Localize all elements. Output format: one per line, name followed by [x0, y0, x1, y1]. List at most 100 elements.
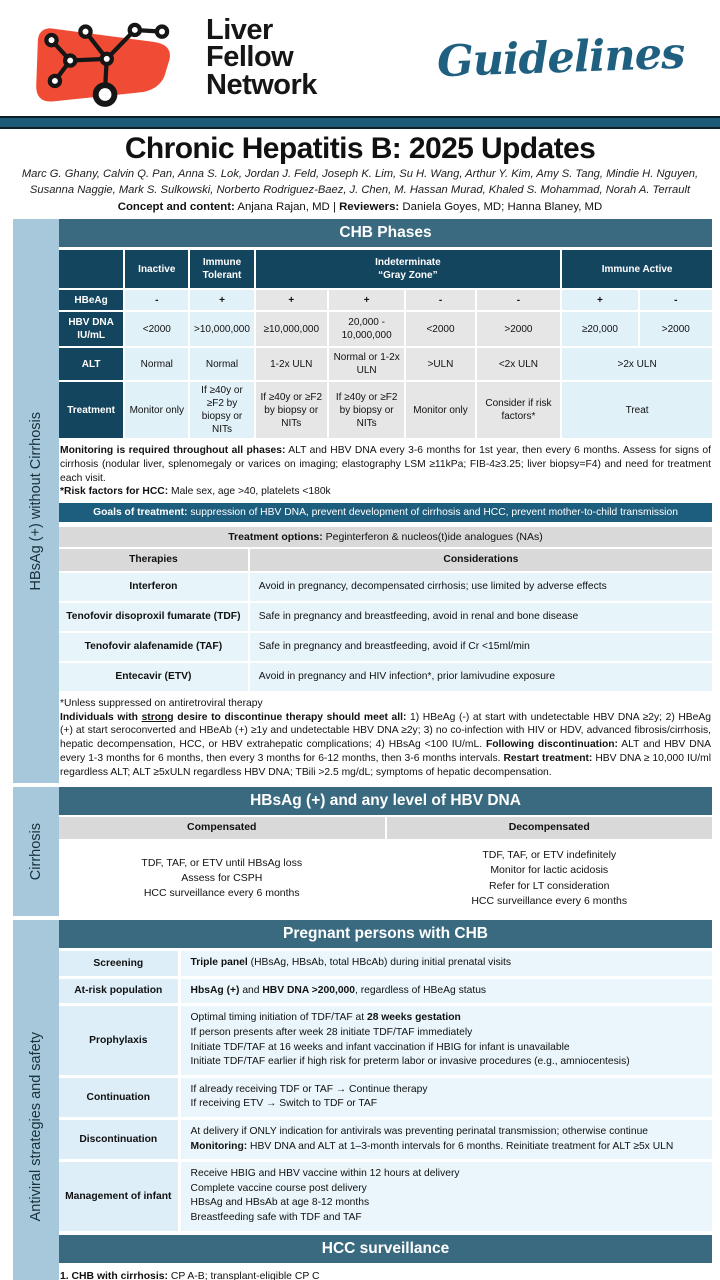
- phases-col-immune-tolerant: Immune Tolerant: [190, 250, 254, 289]
- dna-cell: <2000: [125, 312, 189, 347]
- dna-cell: ≥20,000: [562, 312, 638, 347]
- hcc-surveillance-list: 1. CHB with cirrhosis: CP A-B; transplan…: [60, 1269, 711, 1280]
- decompensated-header: Decompensated: [386, 817, 712, 840]
- phases-col-indeterminate: Indeterminate “Gray Zone”: [255, 250, 561, 289]
- logo-word-network: Network: [206, 68, 317, 101]
- header-divider-bar: [0, 116, 720, 129]
- band-hbsag-without-cirrhosis: HBsAg (+) without Cirrhosis CHB Phases I…: [13, 219, 712, 784]
- monitoring-note: Monitoring is required throughout all ph…: [60, 445, 712, 498]
- alt-cell: >ULN: [406, 348, 475, 381]
- band-cirrhosis: Cirrhosis HBsAg (+) and any level of HBV…: [13, 787, 712, 917]
- hbeag-cell: +: [255, 290, 327, 311]
- section-header-chb-phases: CHB Phases: [59, 219, 712, 248]
- hcc-item: 1. CHB with cirrhosis: CP A-B; transplan…: [60, 1270, 320, 1280]
- pregnancy-row-value: If already receiving TDF or TAF → Contin…: [180, 1077, 712, 1117]
- alt-cell: Normal: [190, 348, 254, 381]
- pregnancy-row-label: Discontinuation: [59, 1119, 178, 1160]
- authors-line-2: Susanna Naggie, Mark S. Sulkowski, Norbe…: [29, 183, 691, 196]
- sidebar-label-hbsag-without-cirrhosis: HBsAg (+) without Cirrhosis: [13, 219, 59, 784]
- dna-cell: >2000: [476, 312, 561, 347]
- treatment-cell: Consider if risk factors*: [476, 382, 561, 439]
- alt-cell: <2x ULN: [476, 348, 561, 381]
- discontinuation-note: *Unless suppressed on antiretroviral the…: [60, 698, 712, 778]
- phases-row-dna-label: HBV DNA IU/mL: [59, 312, 124, 347]
- pregnancy-row-value: Triple panel (HBsAg, HBsAb, total HBcAb)…: [180, 951, 712, 976]
- therapy-name: Tenofovir alafenamide (TAF): [59, 633, 248, 662]
- goals-of-treatment-bar: Goals of treatment: suppression of HBV D…: [59, 503, 712, 523]
- guidelines-script-text: Guidelines: [435, 28, 685, 88]
- logo-word-fellow: Fellow: [206, 41, 294, 74]
- compensated-header: Compensated: [59, 817, 385, 840]
- pregnancy-row-label: Prophylaxis: [59, 1006, 178, 1075]
- pregnancy-row-value: Receive HBIG and HBV vaccine within 12 h…: [180, 1162, 712, 1231]
- hbeag-cell: -: [125, 290, 189, 311]
- alt-cell: >2x ULN: [562, 348, 712, 381]
- considerations-col-header: Considerations: [249, 549, 712, 572]
- logo-wordmark: Liver Fellow Network: [206, 13, 317, 101]
- pregnancy-row-label: At-risk population: [59, 978, 178, 1004]
- risk-factors-label: *Risk factors for HCC:: [60, 486, 169, 498]
- compensated-cell: TDF, TAF, or ETV until HBsAg loss Assess…: [59, 841, 385, 917]
- concept-label: Concept and content:: [117, 201, 235, 214]
- liver-fellow-network-logo-icon: [36, 22, 170, 107]
- section-header-hcc-surveillance: HCC surveillance: [59, 1234, 712, 1263]
- alt-cell: Normal or 1-2x ULN: [328, 348, 405, 381]
- therapy-considerations: Avoid in pregnancy and HIV infection*, p…: [249, 663, 712, 692]
- phases-row-treatment-label: Treatment: [59, 382, 124, 439]
- concept-reviewers-line: Concept and content: Anjana Rajan, MD | …: [0, 201, 720, 213]
- pregnancy-row-value: At delivery if ONLY indication for antiv…: [180, 1119, 712, 1160]
- therapy-name: Entecavir (ETV): [59, 663, 248, 692]
- therapies-col-header: Therapies: [59, 549, 248, 572]
- reviewers-value: Daniela Goyes, MD; Hanna Blaney, MD: [399, 201, 603, 214]
- phases-col-inactive: Inactive: [125, 250, 189, 289]
- hbeag-cell: -: [476, 290, 561, 311]
- pregnancy-row-label: Screening: [59, 951, 178, 976]
- alt-cell: 1-2x ULN: [255, 348, 327, 381]
- page-title: Chronic Hepatitis B: 2025 Updates: [124, 132, 596, 165]
- pregnancy-table: Screening Triple panel (HBsAg, HBsAb, to…: [59, 951, 712, 1231]
- treatment-cell: Treat: [562, 382, 712, 439]
- hbeag-cell: +: [328, 290, 405, 311]
- pregnancy-row-label: Management of infant: [59, 1162, 178, 1231]
- decompensated-cell: TDF, TAF, or ETV indefinitely Monitor fo…: [386, 841, 712, 917]
- concept-value: Anjana Rajan, MD |: [234, 201, 340, 214]
- treatment-cell: If ≥40y or ≥F2 by biopsy or NITs: [190, 382, 254, 439]
- sidebar-label-antiviral-strategies: Antiviral strategies and safety: [13, 920, 59, 1280]
- dna-cell: ≥10,000,000: [255, 312, 327, 347]
- chb-phases-table: Inactive Immune Tolerant Indeterminate “…: [59, 250, 712, 439]
- dna-cell: <2000: [406, 312, 475, 347]
- alt-cell: Normal: [125, 348, 189, 381]
- therapies-table: Therapies Considerations Interferon Avoi…: [59, 549, 712, 692]
- phases-row-alt-label: ALT: [59, 348, 124, 381]
- reviewers-label: Reviewers:: [339, 201, 400, 214]
- logo-word-liver: Liver: [206, 13, 273, 46]
- hbeag-cell: -: [406, 290, 475, 311]
- pregnancy-row-value: HbsAg (+) and HBV DNA >200,000, regardle…: [180, 978, 712, 1004]
- hbeag-cell: +: [190, 290, 254, 311]
- pregnancy-row-label: Continuation: [59, 1077, 178, 1117]
- phases-col-immune-active: Immune Active: [562, 250, 712, 289]
- header: Liver Fellow Network Guidelines: [0, 0, 720, 116]
- authors-line-1: Marc G. Ghany, Calvin Q. Pan, Anna S. Lo…: [21, 168, 699, 180]
- therapy-considerations: Safe in pregnancy and breastfeeding, avo…: [249, 603, 712, 632]
- band-antiviral-strategies: Antiviral strategies and safety Pregnant…: [13, 920, 712, 1280]
- section-header-hbsag-any-dna: HBsAg (+) and any level of HBV DNA: [59, 787, 712, 816]
- treatment-options-bar: Treatment options: Peginterferon & nucle…: [59, 527, 712, 548]
- therapy-name: Interferon: [59, 573, 248, 602]
- phases-corner-cell: [59, 250, 124, 289]
- treatment-cell: If ≥40y or ≥F2 by biopsy or NITs: [328, 382, 405, 439]
- phases-row-hbeag-label: HBeAg: [59, 290, 124, 311]
- dna-cell: >2000: [639, 312, 712, 347]
- pregnancy-row-value: Optimal timing initiation of TDF/TAF at …: [180, 1006, 712, 1075]
- dna-cell: >10,000,000: [190, 312, 254, 347]
- hbeag-cell: +: [562, 290, 638, 311]
- therapy-considerations: Safe in pregnancy and breastfeeding, avo…: [249, 633, 712, 662]
- hbeag-cell: -: [639, 290, 712, 311]
- therapy-name: Tenofovir disoproxil fumarate (TDF): [59, 603, 248, 632]
- therapy-considerations: Avoid in pregnancy, decompensated cirrho…: [249, 573, 712, 602]
- section-header-pregnant-persons: Pregnant persons with CHB: [59, 920, 712, 949]
- sidebar-label-cirrhosis: Cirrhosis: [13, 787, 59, 917]
- dna-cell: 20,000 - 10,000,000: [328, 312, 405, 347]
- treatment-cell: Monitor only: [125, 382, 189, 439]
